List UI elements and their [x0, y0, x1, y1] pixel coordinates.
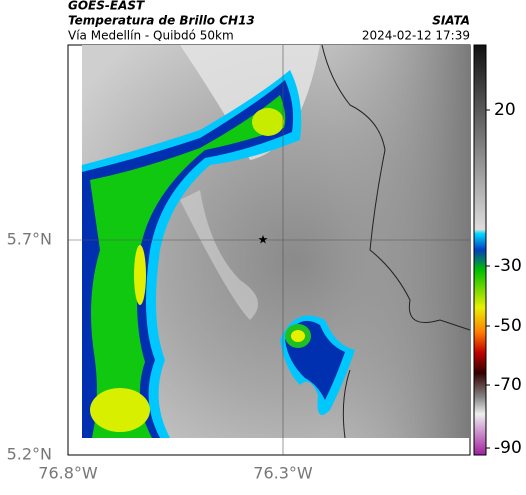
colorbar-tick-label: -30 — [494, 256, 522, 276]
lat-label: 5.2°N — [7, 445, 52, 464]
location-star: ★ — [258, 233, 269, 247]
org: SIATA — [432, 14, 470, 28]
subtitle: Vía Medellín - Quibdó 50km — [68, 29, 234, 43]
colorbar-tick-label: -90 — [494, 438, 522, 458]
colorbar — [473, 44, 487, 456]
colorbar-tick-label: -70 — [494, 375, 522, 395]
lon-label: 76.3°W — [253, 464, 313, 483]
border — [321, 44, 471, 331]
border — [342, 369, 351, 439]
source: GOES-EAST — [68, 0, 145, 13]
title: Temperatura de Brillo CH13 — [68, 14, 255, 28]
lon-label: 76.8°W — [38, 464, 98, 483]
colorbar-tick-label: -50 — [494, 316, 522, 336]
colorbar-tick-label: 20 — [494, 100, 516, 120]
datetime: 2024-02-12 17:39 — [362, 29, 470, 43]
satellite-image — [82, 45, 470, 438]
lat-label: 5.7°N — [7, 230, 52, 249]
